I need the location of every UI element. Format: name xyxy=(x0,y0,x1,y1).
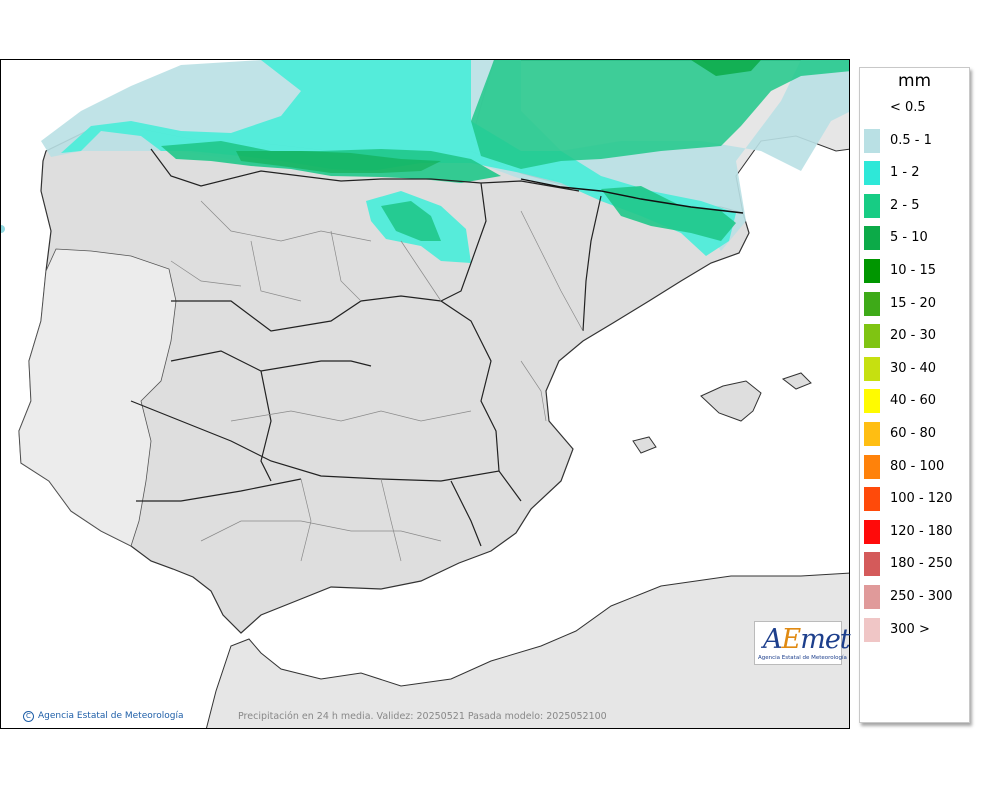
legend-swatch xyxy=(864,454,880,479)
legend-swatch xyxy=(864,226,880,251)
legend-unit: mm xyxy=(897,71,932,91)
legend-entry: < 0.5 xyxy=(864,96,964,122)
map-canvas xyxy=(1,60,849,728)
precip-5-10-cantabria xyxy=(236,151,441,173)
legend-swatch xyxy=(864,356,880,381)
portugal-region xyxy=(18,248,177,547)
legend-label: 2 - 5 xyxy=(890,197,920,213)
legend-entry: 300 > xyxy=(864,617,964,644)
legend-swatch xyxy=(864,259,880,283)
legend-label: 60 - 80 xyxy=(890,426,937,441)
precip-5-10-spot xyxy=(691,60,761,76)
legend-label: 180 - 250 xyxy=(890,556,953,572)
precip-2-5-inland xyxy=(381,201,441,241)
ibiza-island xyxy=(632,436,657,454)
logo-subtitle: Agencia Estatal de Meteorología xyxy=(758,655,847,661)
legend-entry: 80 - 100 xyxy=(864,454,964,481)
legend-entry: 40 - 60 xyxy=(864,389,964,415)
legend-swatch xyxy=(864,161,880,186)
menorca-island xyxy=(781,372,812,390)
legend-entry: 5 - 10 xyxy=(864,226,964,252)
legend-label: 250 - 300 xyxy=(890,589,953,604)
precip-2-5-band xyxy=(471,60,849,169)
precipitation-map: C Agencia Estatal de Meteorología Precipi… xyxy=(0,59,850,729)
legend-label: 20 - 30 xyxy=(890,328,937,344)
copyright-credit: C Agencia Estatal de Meteorología xyxy=(23,711,184,722)
legend-label: 5 - 10 xyxy=(890,230,928,246)
legend-entry: 120 - 180 xyxy=(864,519,964,546)
logo-letters-met: met xyxy=(800,624,850,655)
legend-entry: 60 - 80 xyxy=(864,422,964,448)
legend-swatch xyxy=(864,422,880,446)
aemet-wordmark: AEmet xyxy=(763,624,851,655)
copyright-icon: C xyxy=(23,711,34,722)
legend-swatch xyxy=(864,585,880,609)
legend-entry: 1 - 2 xyxy=(864,161,964,187)
legend-entry: 15 - 20 xyxy=(864,291,964,318)
legend-label: 1 - 2 xyxy=(890,165,920,181)
region-borders xyxy=(130,148,602,547)
legend-label: < 0.5 xyxy=(890,100,926,115)
legend-label: 30 - 40 xyxy=(890,360,937,376)
legend-entry: 20 - 30 xyxy=(864,324,964,350)
legend-swatch xyxy=(864,324,880,349)
legend-swatch xyxy=(864,389,880,414)
legend-entry: 250 - 300 xyxy=(864,585,964,611)
legend-label: 300 > xyxy=(890,621,930,637)
left-edge-marker xyxy=(1,225,5,233)
pyrenees-frontier xyxy=(520,178,744,214)
precipitation-legend: mm < 0.5 0.5 - 1 1 - 2 2 - 5 5 - 10 10 - 15 15… xyxy=(859,67,970,723)
legend-entry: 30 - 40 xyxy=(864,356,964,383)
legend-label: 0.5 - 1 xyxy=(890,132,932,148)
logo-letter-e: E xyxy=(781,624,802,655)
legend-entry: 2 - 5 xyxy=(864,193,964,220)
legend-swatch xyxy=(864,193,880,218)
legend-entry: 100 - 120 xyxy=(864,487,964,513)
mallorca-island xyxy=(700,380,762,422)
province-borders xyxy=(170,200,584,562)
legend-entry: 180 - 250 xyxy=(864,552,964,578)
agency-credit-text: Agencia Estatal de Meteorología xyxy=(38,711,184,721)
aemet-logo: AEmet Agencia Estatal de Meteorología xyxy=(754,621,851,665)
africa-landmass xyxy=(205,572,849,728)
legend-swatch xyxy=(864,552,880,577)
precip-2-5-pyrenees xyxy=(601,186,736,241)
logo-letter-a: A xyxy=(763,624,782,655)
legend-label: 40 - 60 xyxy=(890,393,937,409)
legend-swatch xyxy=(864,96,880,120)
legend-label: 100 - 120 xyxy=(890,491,953,507)
legend-swatch xyxy=(864,128,880,153)
legend-entry: 10 - 15 xyxy=(864,259,964,285)
map-caption: Precipitación en 24 h media. Validez: 20… xyxy=(238,711,607,722)
legend-label: 10 - 15 xyxy=(890,263,937,278)
legend-swatch xyxy=(864,617,880,642)
legend-label: 120 - 180 xyxy=(890,523,953,539)
legend-swatch xyxy=(864,519,880,544)
legend-swatch xyxy=(864,487,880,512)
legend-label: 15 - 20 xyxy=(890,295,937,311)
legend-entry: 0.5 - 1 xyxy=(864,128,964,155)
legend-label: 80 - 100 xyxy=(890,458,945,474)
legend-swatch xyxy=(864,291,880,316)
